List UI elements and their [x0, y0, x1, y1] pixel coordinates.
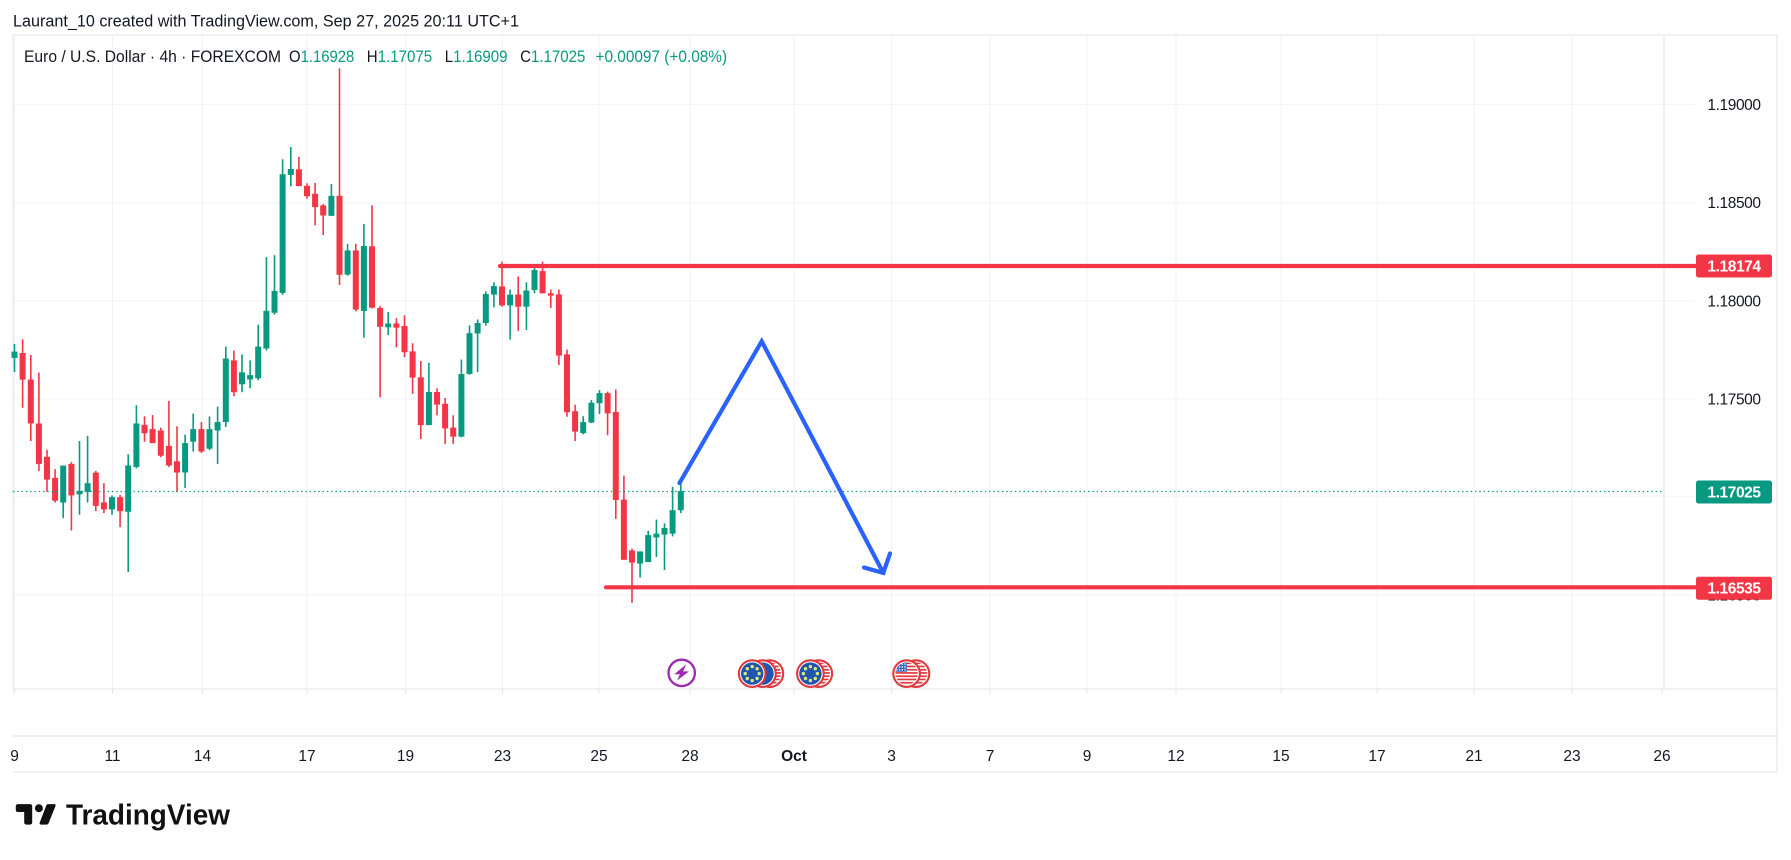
- svg-text:19: 19: [397, 748, 414, 765]
- svg-text:25: 25: [590, 748, 607, 765]
- svg-text:1.18174: 1.18174: [1707, 258, 1761, 275]
- svg-text:+0.00097 (+0.08%): +0.00097 (+0.08%): [596, 47, 728, 66]
- svg-text:L1.16909: L1.16909: [445, 47, 508, 66]
- svg-text:11: 11: [104, 748, 120, 765]
- svg-text:Laurant_10 created with Tradin: Laurant_10 created with TradingView.com,…: [13, 12, 519, 31]
- svg-text:17: 17: [298, 748, 315, 765]
- svg-text:Oct: Oct: [781, 748, 807, 765]
- svg-text:Euro / U.S. Dollar · 4h · FORE: Euro / U.S. Dollar · 4h · FOREXCOM: [24, 47, 281, 66]
- svg-text:7: 7: [986, 748, 995, 765]
- svg-text:1.18000: 1.18000: [1707, 293, 1761, 310]
- svg-text:TradingView: TradingView: [66, 800, 231, 832]
- svg-text:O1.16928: O1.16928: [289, 47, 354, 66]
- svg-text:17: 17: [1368, 748, 1385, 765]
- svg-text:1.17025: 1.17025: [1707, 484, 1761, 501]
- svg-text:9: 9: [10, 748, 19, 765]
- svg-text:9: 9: [1083, 748, 1092, 765]
- svg-text:14: 14: [194, 748, 212, 765]
- svg-text:15: 15: [1272, 748, 1289, 765]
- svg-text:21: 21: [1465, 748, 1482, 765]
- svg-text:23: 23: [494, 748, 511, 765]
- svg-text:28: 28: [681, 748, 698, 765]
- svg-text:3: 3: [887, 748, 896, 765]
- svg-text:1.19000: 1.19000: [1707, 97, 1761, 114]
- svg-text:26: 26: [1653, 748, 1670, 765]
- svg-text:1.17500: 1.17500: [1707, 391, 1761, 408]
- svg-text:23: 23: [1563, 748, 1580, 765]
- svg-text:1.18500: 1.18500: [1707, 195, 1761, 212]
- svg-text:1.16535: 1.16535: [1707, 581, 1761, 598]
- svg-text:C1.17025: C1.17025: [520, 47, 585, 66]
- svg-text:H1.17075: H1.17075: [367, 47, 432, 66]
- svg-text:12: 12: [1167, 748, 1184, 765]
